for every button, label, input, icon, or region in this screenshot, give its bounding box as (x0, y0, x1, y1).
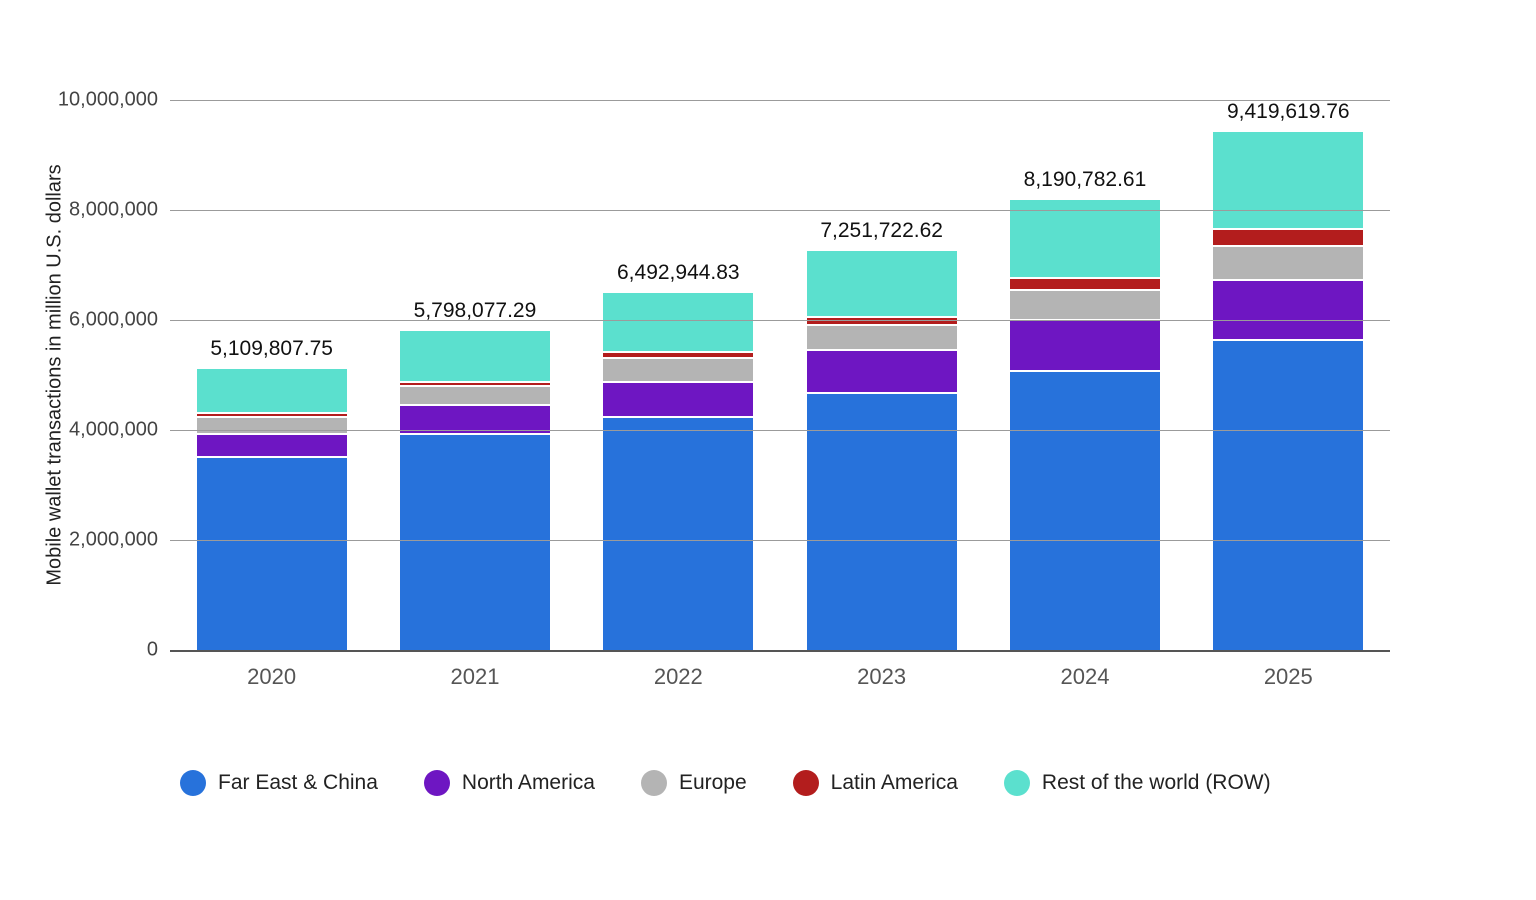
bar-segment-far_east_china (400, 433, 550, 650)
legend-item-latin_america: Latin America (793, 770, 958, 796)
bar-segment-north_america (197, 433, 347, 456)
bar-segment-europe (1010, 289, 1160, 319)
legend-item-far_east_china: Far East & China (180, 770, 378, 796)
bar-column: 8,190,782.612024 (1010, 100, 1160, 650)
legend-label: Europe (679, 771, 747, 795)
legend-swatch (1004, 770, 1030, 796)
bar-segment-row (807, 251, 957, 315)
bar-segment-north_america (603, 381, 753, 417)
bar-segment-north_america (807, 349, 957, 391)
legend-label: Rest of the world (ROW) (1042, 771, 1271, 795)
bar-segment-europe (603, 357, 753, 380)
y-tick-label: 8,000,000 (69, 199, 170, 222)
x-tick-label: 2025 (1264, 664, 1313, 690)
bar-segment-north_america (1010, 319, 1160, 370)
bar-segment-row (1213, 132, 1363, 228)
x-tick-label: 2021 (451, 664, 500, 690)
bar-total-label: 5,109,807.75 (210, 337, 333, 361)
bar-total-label: 8,190,782.61 (1024, 168, 1147, 192)
x-tick-label: 2022 (654, 664, 703, 690)
bars-group: 5,109,807.752020 5,798,077.292021 6,492,94… (170, 100, 1390, 650)
gridline (170, 210, 1390, 211)
bar-segment-latin_america (1010, 277, 1160, 289)
y-axis-title: Mobile wallet transactions in million U.… (44, 164, 67, 585)
bar-segment-far_east_china (197, 456, 347, 650)
y-tick-label: 2,000,000 (69, 529, 170, 552)
bar-segment-north_america (1213, 279, 1363, 340)
bar-segment-row (1010, 200, 1160, 278)
legend-swatch (793, 770, 819, 796)
bar-segment-europe (1213, 245, 1363, 279)
bar-total-label: 6,492,944.83 (617, 261, 740, 285)
bar-stack (197, 369, 347, 650)
gridline (170, 320, 1390, 321)
bar-segment-far_east_china (603, 416, 753, 650)
legend-item-row: Rest of the world (ROW) (1004, 770, 1271, 796)
plot-area: 5,109,807.752020 5,798,077.292021 6,492,94… (170, 100, 1390, 652)
bar-column: 5,109,807.752020 (197, 100, 347, 650)
bar-column: 5,798,077.292021 (400, 100, 550, 650)
bar-stack (603, 293, 753, 650)
chart-container: Mobile wallet transactions in million U.… (0, 0, 1536, 900)
legend-swatch (424, 770, 450, 796)
bar-segment-row (197, 369, 347, 412)
x-tick-label: 2024 (1060, 664, 1109, 690)
gridline (170, 540, 1390, 541)
x-tick-label: 2020 (247, 664, 296, 690)
legend-label: Latin America (831, 771, 958, 795)
bar-column: 9,419,619.762025 (1213, 100, 1363, 650)
bar-segment-row (400, 331, 550, 381)
gridline (170, 100, 1390, 101)
bar-segment-row (603, 293, 753, 351)
legend-label: North America (462, 771, 595, 795)
bar-segment-europe (400, 385, 550, 404)
legend-swatch (641, 770, 667, 796)
y-tick-label: 4,000,000 (69, 419, 170, 442)
x-tick-label: 2023 (857, 664, 906, 690)
y-tick-label: 10,000,000 (58, 89, 170, 112)
y-tick-label: 6,000,000 (69, 309, 170, 332)
bar-segment-north_america (400, 404, 550, 433)
bar-segment-far_east_china (1213, 339, 1363, 650)
legend-label: Far East & China (218, 771, 378, 795)
legend-item-europe: Europe (641, 770, 747, 796)
bar-total-label: 7,251,722.62 (820, 219, 943, 243)
bar-stack (1010, 200, 1160, 650)
gridline (170, 430, 1390, 431)
legend: Far East & China North America Europe Latin… (170, 770, 1400, 796)
bar-column: 7,251,722.622023 (807, 100, 957, 650)
bar-column: 6,492,944.832022 (603, 100, 753, 650)
bar-stack (807, 251, 957, 650)
bar-stack (400, 331, 550, 650)
legend-swatch (180, 770, 206, 796)
bar-segment-latin_america (1213, 228, 1363, 244)
legend-item-north_america: North America (424, 770, 595, 796)
y-tick-label: 0 (147, 639, 170, 662)
bar-segment-europe (807, 324, 957, 349)
bar-total-label: 9,419,619.76 (1227, 100, 1350, 124)
bar-segment-latin_america (603, 351, 753, 358)
bar-segment-far_east_china (1010, 370, 1160, 651)
